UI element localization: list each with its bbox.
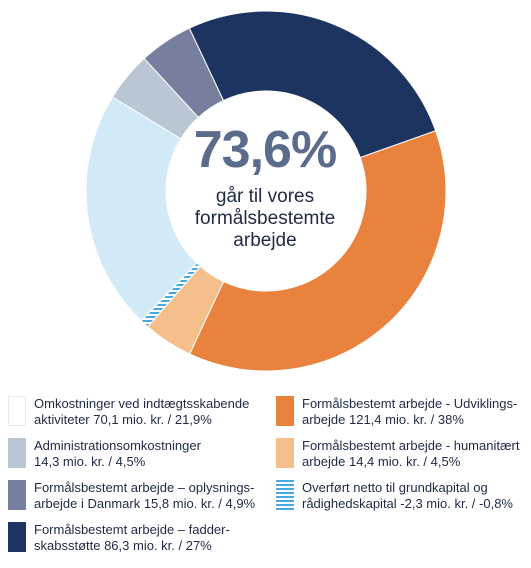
- legend-text-line: Overført netto til grundkapital og: [302, 480, 488, 495]
- center-line-1: går til vores: [215, 186, 315, 207]
- legend-text-line: 14,3 mio. kr. / 4,5%: [34, 454, 146, 469]
- legend-text-line: Formålsbestemt arbejde – oplysnings-: [34, 480, 255, 495]
- legend-text-line: Omkostninger ved indtægtsskabende: [34, 396, 250, 411]
- donut-chart: 73,6% går til vores formålsbestemte arbe…: [85, 10, 447, 372]
- legend-item-fadderskabsstotte: Formålsbestemt arbejde – fadder- skabsst…: [8, 522, 258, 554]
- donut-chart-svg: [85, 10, 447, 372]
- legend-swatch: [8, 480, 26, 510]
- legend-text-line: aktiviteter 70,1 mio. kr. / 21,9%: [34, 412, 212, 427]
- donut-slice-0: [188, 10, 437, 159]
- center-percentage: 73,6%: [193, 121, 337, 179]
- donut-slice-4: [85, 96, 198, 322]
- legend-swatch: [8, 396, 26, 426]
- legend-text-line: rådighedskapital -2,3 mio. kr. / -0,8%: [302, 496, 513, 511]
- legend-item-administration: Administrationsomkostninger 14,3 mio. kr…: [8, 438, 258, 470]
- donut-slice-6: [143, 27, 225, 119]
- legend-text-line: Formålsbestemt arbejde - humanitært: [302, 438, 520, 453]
- center-line-2: formålsbestemte: [194, 208, 336, 229]
- center-subtitle: går til vores formålsbestemte arbejde: [160, 186, 370, 252]
- legend: Omkostninger ved indtægtsskabende aktivi…: [0, 386, 531, 566]
- donut-slice-1: [188, 130, 447, 372]
- center-label: 73,6% går til vores formålsbestemte arbe…: [160, 122, 370, 252]
- center-line-3: arbejde: [233, 230, 297, 251]
- legend-item-oplysningsarbejde: Formålsbestemt arbejde – oplysnings- arb…: [8, 480, 258, 512]
- legend-item-grundkapital: Overført netto til grundkapital og rådig…: [276, 480, 526, 512]
- legend-item-humanitaert: Formålsbestemt arbejde - humanitært arbe…: [276, 438, 526, 470]
- legend-swatch: [8, 438, 26, 468]
- legend-text-line: arbejde i Danmark 15,8 mio. kr. / 4,9%: [34, 496, 256, 511]
- legend-swatch: [276, 396, 294, 426]
- legend-item-indtaegtsskabende: Omkostninger ved indtægtsskabende aktivi…: [8, 396, 258, 428]
- legend-text-line: skabsstøtte 86,3 mio. kr. / 27%: [34, 538, 212, 553]
- legend-swatch: [276, 438, 294, 468]
- legend-text-line: Formålsbestemt arbejde - Udviklings-: [302, 396, 518, 411]
- legend-swatch: [8, 522, 26, 552]
- legend-item-udviklingsarbejde: Formålsbestemt arbejde - Udviklings- arb…: [276, 396, 526, 428]
- legend-swatch: [276, 480, 294, 510]
- legend-text-line: Formålsbestemt arbejde – fadder-: [34, 522, 230, 537]
- legend-text-line: arbejde 14,4 mio. kr. / 4,5%: [302, 454, 461, 469]
- legend-text-line: Administrationsomkostninger: [34, 438, 201, 453]
- legend-text-line: arbejde 121,4 mio. kr. / 38%: [302, 412, 464, 427]
